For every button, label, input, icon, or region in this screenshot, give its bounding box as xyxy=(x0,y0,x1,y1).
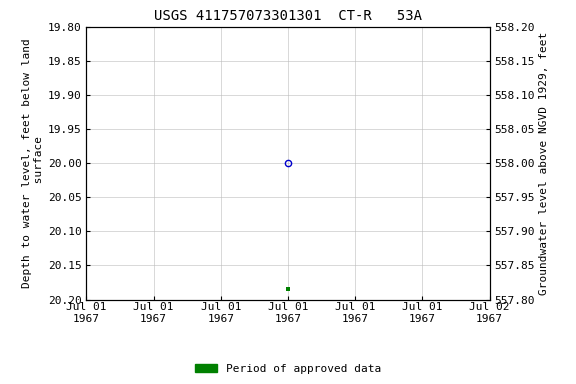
Title: USGS 411757073301301  CT-R   53A: USGS 411757073301301 CT-R 53A xyxy=(154,9,422,23)
Legend: Period of approved data: Period of approved data xyxy=(191,359,385,379)
Y-axis label: Groundwater level above NGVD 1929, feet: Groundwater level above NGVD 1929, feet xyxy=(539,31,549,295)
Y-axis label: Depth to water level, feet below land
 surface: Depth to water level, feet below land su… xyxy=(22,38,44,288)
